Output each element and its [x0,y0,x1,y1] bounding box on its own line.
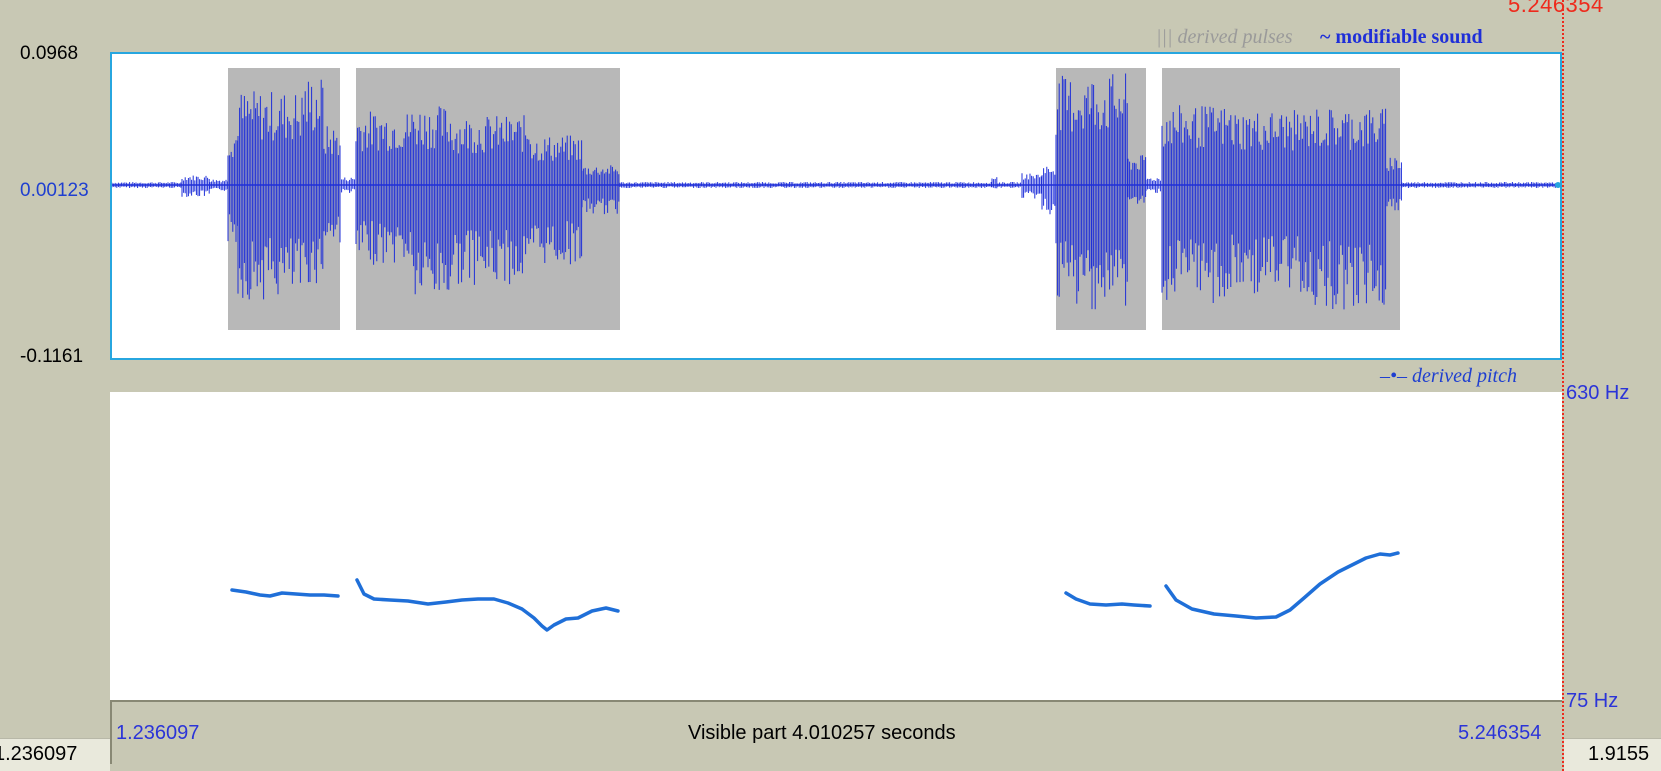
pitch-min-label: 75 Hz [1566,690,1619,712]
time-bar[interactable] [110,700,1562,764]
pitch-max-label: 630 Hz [1566,382,1630,404]
right-scroll-time-box[interactable]: 1.9155 [1564,738,1661,771]
end-marker [1555,182,1560,188]
pitch-contour [230,588,340,598]
pitch-panel[interactable] [110,392,1562,700]
voiced-region [1056,68,1146,330]
visible-end-time: 5.246354 [1458,722,1542,744]
legend-pulses-label: derived pulses [1177,26,1293,48]
visible-part-caption: Visible part 4.010257 seconds [688,722,956,744]
wave-ymin-label: -0.1161 [20,346,84,367]
pitch-contour [1164,551,1400,620]
legend-pulses: ||| derived pulses [1156,26,1292,49]
legend-sound-label: modifiable sound [1335,26,1483,48]
wave-ymax-label: 0.0968 [20,43,79,64]
pitch-contour [1064,591,1152,608]
legend-pitch-label: derived pitch [1412,365,1517,387]
wave-ymid-label: 0.00123 [20,180,89,201]
voiced-region [356,68,620,330]
visible-start-time: 1.236097 [116,722,200,744]
waveform-panel[interactable] [110,52,1562,360]
pitch-plot [230,551,1400,632]
pulses-icon: ||| [1156,26,1173,48]
pitch-line-icon: –•– [1380,365,1408,387]
right-edge-time: 1.9155 [1588,743,1650,765]
waveform-plot [112,68,1560,330]
left-edge-time: 1.236097 [0,743,78,765]
legend-pitch: –•– derived pitch [1380,365,1517,388]
legend-sound: ~ modifiable sound [1320,26,1483,49]
left-scroll-time-box[interactable]: 1.236097 [0,738,110,771]
cursor-line [1562,0,1564,771]
pitch-contour [355,578,620,632]
wave-icon: ~ [1320,26,1331,48]
cursor-time-label: 5.246354 [1508,0,1604,17]
